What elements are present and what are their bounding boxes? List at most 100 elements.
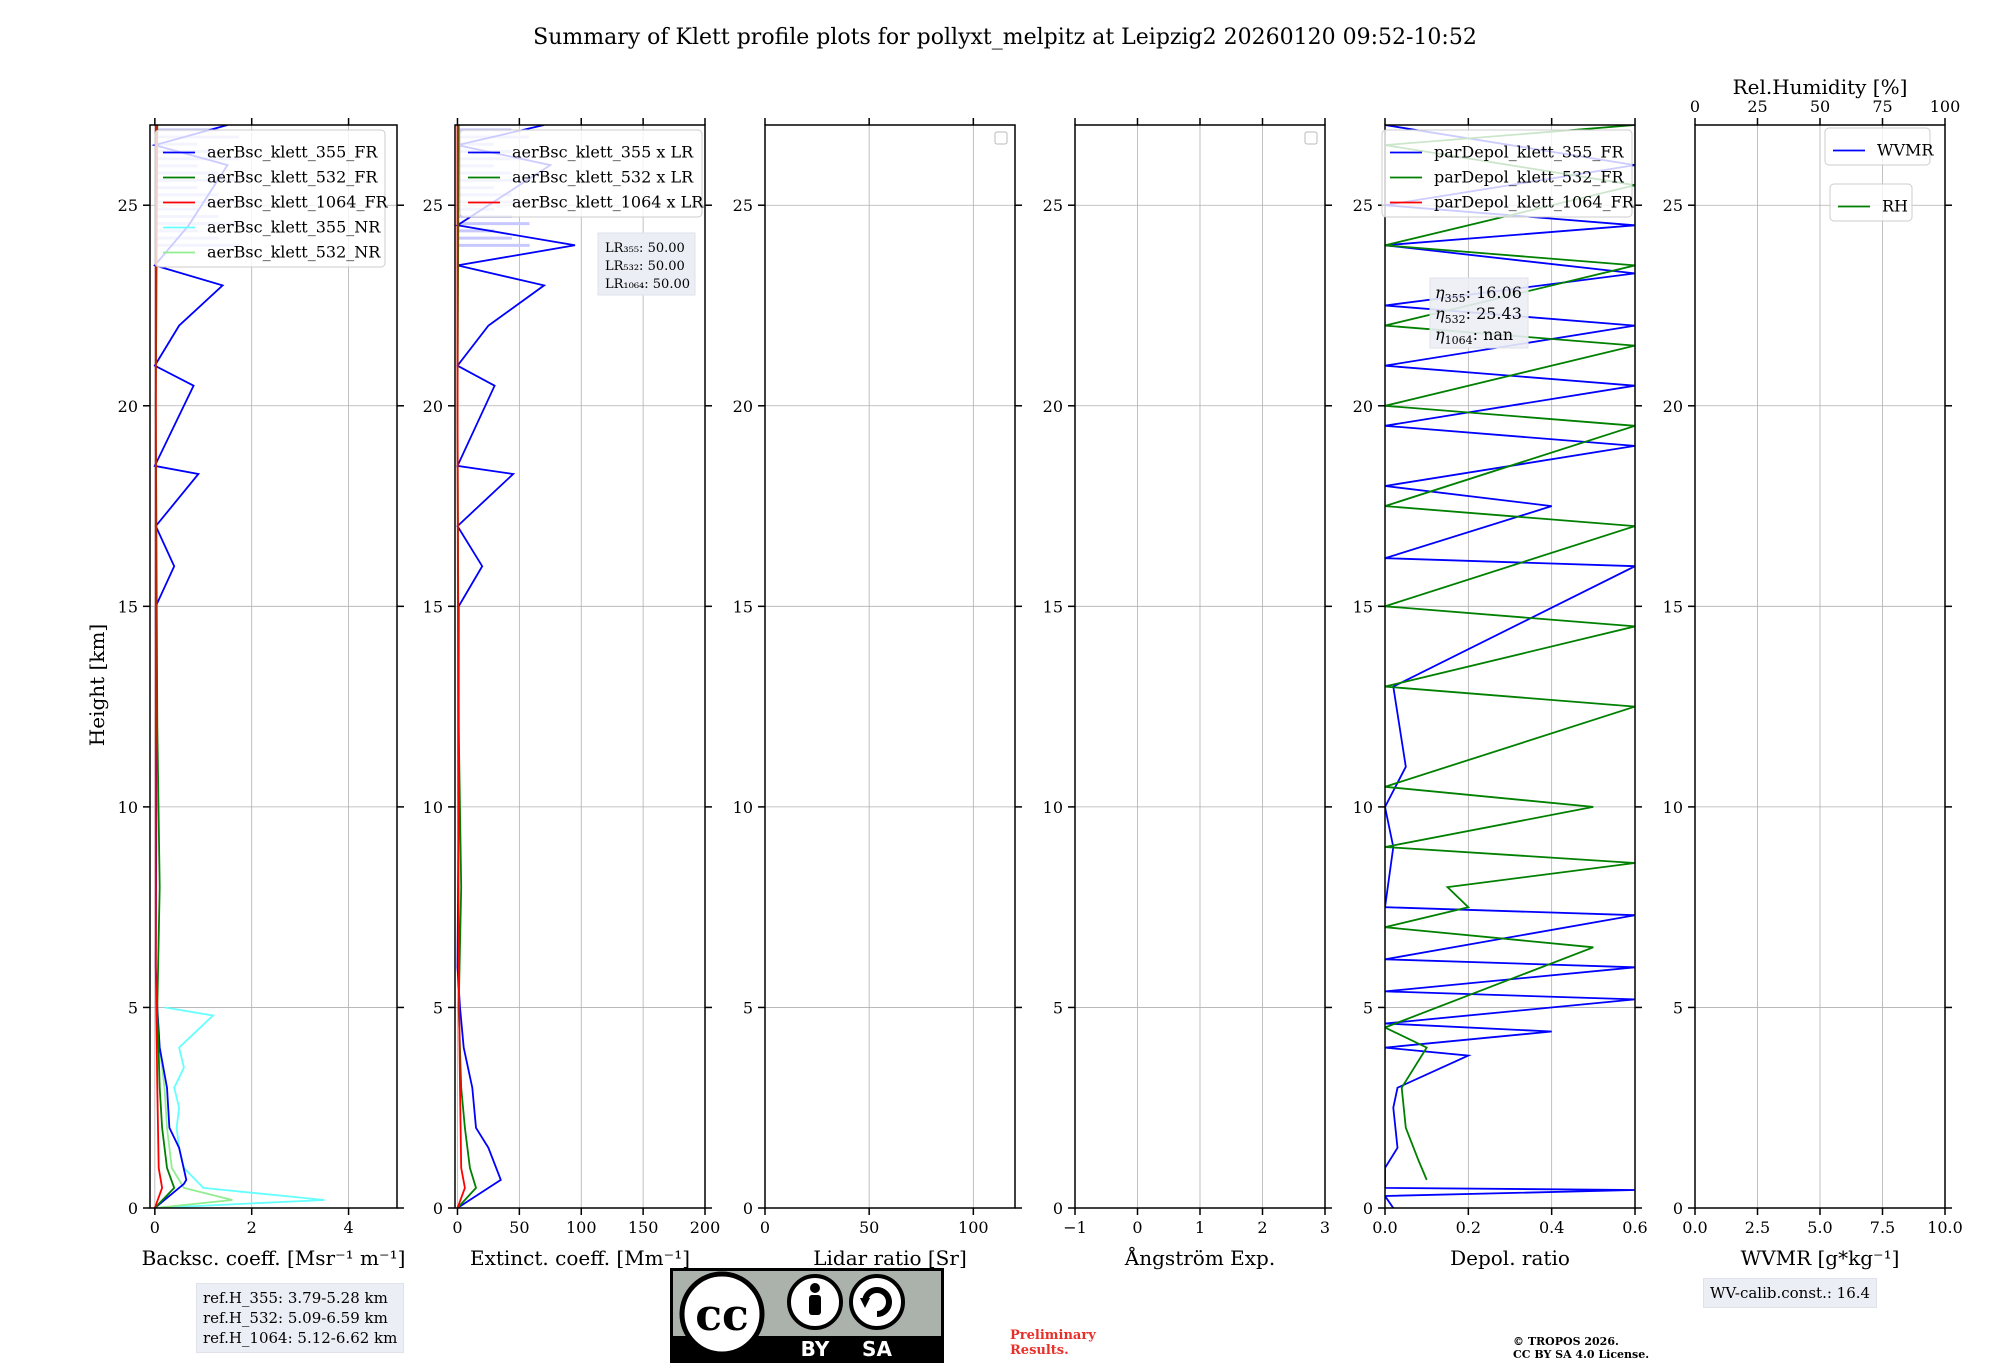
lr-note-frame	[597, 232, 696, 296]
top-tick-label: 25	[1747, 97, 1767, 116]
legend: aerBsc_klett_355 x LR aerBsc_klett_532 x …	[459, 129, 704, 218]
axes-frame	[1074, 124, 1326, 1209]
axes-frame	[454, 124, 706, 1209]
top-tick-label: 50	[1810, 97, 1830, 116]
y-tick-label: 5	[1053, 998, 1063, 1017]
legend-label: aerBsc_klett_1064_FR	[207, 193, 389, 212]
x-tick-label: 0.2	[1456, 1218, 1481, 1237]
y-tick-label: 10	[1353, 798, 1373, 817]
cc-icon	[679, 1271, 765, 1357]
y-tick-label: 0	[433, 1199, 443, 1218]
x-tick-label: 2	[247, 1218, 257, 1237]
y-tick-label: 0	[743, 1199, 753, 1218]
reference-height-note: ref.H_355: 3.79-5.28 km ref.H_532: 5.09-…	[196, 1283, 405, 1353]
y-tick-label: 25	[733, 196, 753, 215]
y-tick-label: 0	[1053, 1199, 1063, 1218]
x-tick-label: 1	[1195, 1218, 1205, 1237]
y-tick-label: 20	[1353, 397, 1373, 416]
x-axis-label: WVMR [g*kg⁻¹]	[1741, 1246, 1900, 1270]
eta-note-line: η532: 25.43	[1435, 304, 1522, 326]
x-axis-label: Depol. ratio	[1450, 1246, 1570, 1270]
legend-rh: RH	[1829, 183, 1913, 222]
legend-wvmr: WVMR	[1824, 127, 1934, 166]
lidar-ratio-note: LR₃₅₅: 50.00 LR₅₃₂: 50.00 LR₁₀₆₄: 50.00	[597, 232, 696, 296]
empty-legend	[994, 131, 1008, 145]
x-tick-label: 2	[1257, 1218, 1267, 1237]
lr-note-line: LR₃₅₅: 50.00	[605, 241, 685, 256]
y-tick-label: 0	[1363, 1199, 1373, 1218]
y-tick-label: 20	[1663, 397, 1683, 416]
legend-label: parDepol_klett_1064_FR	[1434, 193, 1635, 212]
y-tick-label: 15	[1353, 597, 1373, 616]
top-tick-label: 0	[1690, 97, 1700, 116]
preliminary-results-note: Preliminary Results.	[1010, 1328, 1096, 1358]
x-tick-label: −1	[1063, 1218, 1087, 1237]
y-tick-label: 0	[128, 1199, 138, 1218]
y-tick-label: 15	[423, 597, 443, 616]
y-tick-label: 25	[1353, 196, 1373, 215]
legend-frame	[459, 129, 703, 218]
x-tick-label: 0.6	[1622, 1218, 1647, 1237]
x-tick-label: 4	[343, 1218, 353, 1237]
eta-note-frame	[1429, 277, 1529, 349]
y-tick-label: 20	[1043, 397, 1063, 416]
panel-1: 0 2 4 0 5 10 15 20 25 Backsc. coeff. [Msr⁻¹ m⁻¹] a…	[118, 118, 405, 1270]
y-tick-label: 5	[1673, 998, 1683, 1017]
x-tick-label: 5.0	[1807, 1218, 1832, 1237]
y-tick-label: 5	[743, 998, 753, 1017]
eta-note-line: η1064: nan	[1435, 325, 1513, 347]
y-tick-label: 5	[128, 998, 138, 1017]
top-axis-label: Rel.Humidity [%]	[1733, 75, 1908, 99]
x-tick-label: 0	[760, 1218, 770, 1237]
y-tick-label: 20	[118, 397, 138, 416]
cc-by-sa-badge: cc BY SA	[670, 1268, 944, 1363]
y-tick-label: 25	[1663, 196, 1683, 215]
series-aerBsc_klett_355 x LR	[455, 125, 576, 1208]
y-axis-label: Height [km]	[85, 624, 109, 746]
legend-frame	[1381, 129, 1633, 218]
top-tick-label: 100	[1930, 97, 1961, 116]
x-tick-label: 0.4	[1539, 1218, 1564, 1237]
legend-label: parDepol_klett_355_FR	[1434, 143, 1625, 162]
y-tick-label: 25	[423, 196, 443, 215]
lr-note-line: LR₁₀₆₄: 50.00	[605, 277, 690, 292]
series-aerBsc_klett_1064 x LR	[456, 125, 466, 1208]
y-tick-label: 5	[1363, 998, 1373, 1017]
copyright-note: © TROPOS 2026. CC BY SA 4.0 License.	[1513, 1335, 1650, 1361]
legend-frame	[1824, 127, 1931, 166]
legend-label: aerBsc_klett_532_NR	[207, 243, 381, 262]
legend-label: WVMR	[1877, 141, 1934, 160]
series-aerBsc_klett_1064_FR	[153, 125, 164, 1208]
x-tick-label: 0	[1132, 1218, 1142, 1237]
panel-2: 0 50 100 150 200 0 5 10 15 20 25 Extinct. coeff. [M…	[423, 118, 720, 1270]
x-axis-label: Lidar ratio [Sr]	[813, 1246, 967, 1270]
series-aerBsc_klett_532_FR	[154, 125, 176, 1208]
y-tick-label: 15	[733, 597, 753, 616]
y-tick-label: 15	[1043, 597, 1063, 616]
axes-frame	[764, 124, 1016, 1209]
x-tick-label: 100	[958, 1218, 989, 1237]
y-tick-label: 0	[1673, 1199, 1683, 1218]
x-axis-label: Ångström Exp.	[1124, 1245, 1275, 1270]
legend-frame	[1829, 183, 1913, 222]
legend-label: RH	[1882, 197, 1908, 216]
axes-frame	[1384, 124, 1636, 1209]
x-tick-label: 0	[150, 1218, 160, 1237]
cc-text: cc	[695, 1290, 749, 1341]
wv-calib-note: WV-calib.const.: 16.4	[1703, 1278, 1878, 1308]
legend-label: aerBsc_klett_355_FR	[207, 143, 378, 162]
lr-note-line: LR₅₃₂: 50.00	[605, 259, 685, 274]
x-tick-label: 50	[859, 1218, 879, 1237]
x-tick-label: 0.0	[1682, 1218, 1707, 1237]
x-tick-label: 2.5	[1745, 1218, 1770, 1237]
legend: parDepol_klett_355_FR parDepol_klett_532_…	[1381, 129, 1635, 218]
legend-label: parDepol_klett_532_FR	[1434, 168, 1625, 187]
y-tick-label: 15	[118, 597, 138, 616]
axes-frame	[149, 124, 398, 1209]
legend-label: aerBsc_klett_355 x LR	[512, 143, 694, 162]
x-tick-label: 100	[566, 1218, 597, 1237]
y-tick-label: 25	[1043, 196, 1063, 215]
